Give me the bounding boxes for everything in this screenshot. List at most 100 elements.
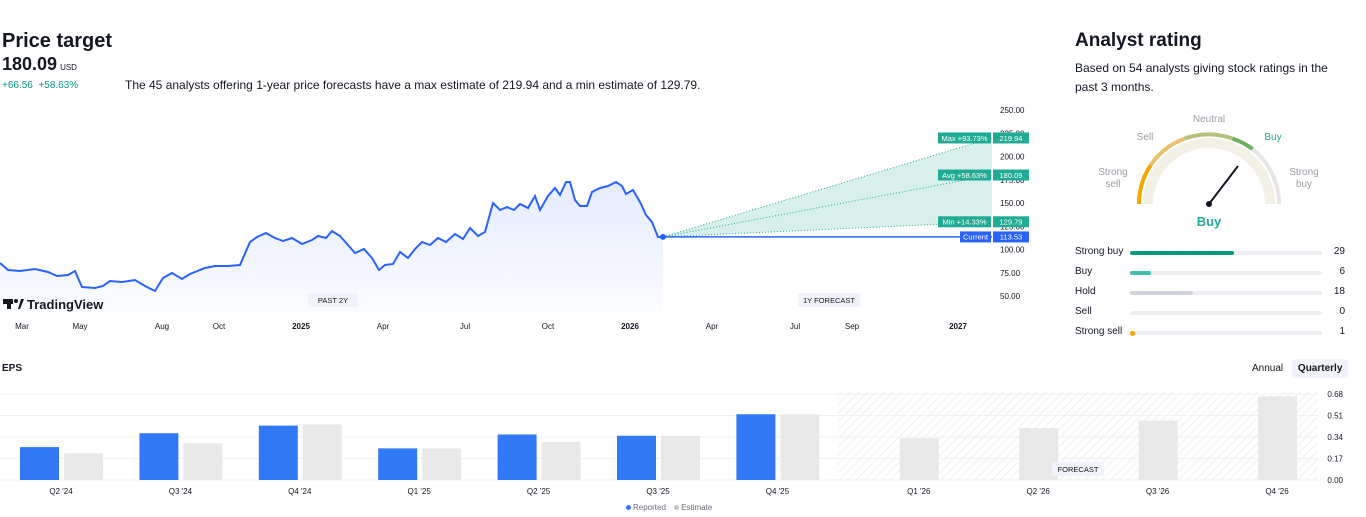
eps-chart[interactable]: Q2 '24 Q3 '24 Q4 '24 Q1 '25 Q2 '25 Q3 '25 Q4 '… bbox=[0, 385, 1366, 503]
marker-current: Current 113.53 bbox=[960, 231, 1029, 243]
eps-bar-estimate[interactable] bbox=[541, 442, 581, 480]
forecast-max-line bbox=[662, 137, 993, 238]
price-y-label: 250.00 bbox=[1000, 106, 1025, 115]
eps-bar-estimate[interactable] bbox=[899, 438, 939, 480]
past-badge-label: PAST 2Y bbox=[318, 296, 348, 305]
marker-current-label-bg bbox=[960, 231, 991, 243]
logo-mark-stem bbox=[7, 299, 11, 309]
price-x-label: Mar bbox=[15, 322, 29, 331]
rating-row-track bbox=[1130, 330, 1322, 336]
price-x-label: Apr bbox=[706, 322, 719, 331]
price-x-label: Aug bbox=[155, 322, 169, 331]
logo-mark-slash bbox=[18, 299, 24, 309]
marker-min-label-bg bbox=[938, 216, 991, 228]
eps-x-label: Q3 '26 bbox=[1146, 487, 1170, 496]
price-x-axis: Mar May Aug Oct 2025 Apr Jul Oct 2026 Apr Jul Sep 20… bbox=[15, 322, 967, 331]
price-x-label: Sep bbox=[845, 322, 860, 331]
marker-current-value-bg bbox=[993, 231, 1029, 243]
eps-forecast-badge: FORECAST bbox=[1052, 462, 1104, 476]
eps-x-label: Q3 '25 bbox=[646, 487, 670, 496]
rating-row-fill bbox=[1130, 330, 1135, 336]
price-change-pct: +58.63% bbox=[38, 80, 79, 91]
marker-min-label: Min +14.33% bbox=[943, 218, 987, 227]
eps-x-label: Q2 '25 bbox=[527, 487, 551, 496]
rating-row-count: 1 bbox=[1339, 326, 1345, 337]
price-x-label: Oct bbox=[542, 322, 555, 331]
price-y-label: 200.00 bbox=[1000, 153, 1025, 162]
eps-bars bbox=[20, 396, 1297, 480]
logo-text: TradingView bbox=[27, 297, 104, 312]
marker-avg-label: Avg +58.63% bbox=[942, 171, 987, 180]
eps-x-axis: Q2 '24 Q3 '24 Q4 '24 Q1 '25 Q2 '25 Q3 '25 Q4 '… bbox=[49, 487, 1289, 496]
eps-bar-estimate[interactable] bbox=[780, 414, 820, 480]
rating-row-count: 18 bbox=[1333, 286, 1345, 297]
eps-bar-reported[interactable] bbox=[736, 414, 776, 480]
price-forecast-chart[interactable]: 250.00225.00200.00175.00150.00125.00100.… bbox=[0, 100, 1040, 340]
price-y-label: 150.00 bbox=[1000, 199, 1025, 208]
tab-quarterly[interactable]: Quarterly bbox=[1291, 359, 1349, 378]
rating-row: Sell 0 bbox=[1075, 302, 1345, 322]
rating-row-track bbox=[1130, 311, 1322, 315]
price-x-label: 2025 bbox=[292, 322, 310, 331]
rating-row-count: 6 bbox=[1339, 266, 1345, 277]
gauge-label-strong-sell-2: sell bbox=[1105, 179, 1120, 190]
eps-legend: Reported Estimate bbox=[620, 503, 712, 512]
eps-bar-reported[interactable] bbox=[497, 434, 537, 480]
eps-bar-estimate[interactable] bbox=[302, 424, 342, 480]
rating-row-label: Strong buy bbox=[1075, 246, 1124, 257]
legend-reported-label: Reported bbox=[633, 503, 666, 512]
eps-x-label: Q2 '26 bbox=[1027, 487, 1051, 496]
logo-mark-dot bbox=[14, 299, 18, 303]
gauge-label-sell: Sell bbox=[1137, 132, 1154, 143]
rating-row-fill bbox=[1130, 291, 1194, 295]
marker-avg-value: 180.09 bbox=[1000, 171, 1023, 180]
eps-forecast-badge-bg bbox=[1052, 462, 1104, 476]
eps-bar-reported[interactable] bbox=[378, 448, 418, 480]
eps-bar-estimate[interactable] bbox=[661, 435, 700, 480]
forecast-badge-bg bbox=[798, 293, 860, 307]
marker-min: Min +14.33% 129.79 bbox=[938, 216, 1029, 228]
rating-row-label: Buy bbox=[1075, 266, 1093, 277]
rating-row-track bbox=[1130, 271, 1322, 275]
price-y-label: 50.00 bbox=[1000, 292, 1021, 301]
eps-y-label: 0.17 bbox=[1327, 455, 1343, 464]
price-history-line bbox=[0, 180, 663, 293]
gauge-arc-buy bbox=[1231, 136, 1254, 151]
marker-current-label: Current bbox=[963, 233, 989, 242]
price-x-label: Apr bbox=[377, 322, 390, 331]
price-target-change: +66.56 +58.63% bbox=[2, 80, 78, 91]
price-x-label: 2026 bbox=[621, 322, 639, 331]
eps-title: EPS bbox=[2, 363, 23, 374]
forecast-range-badge: 1Y FORECAST bbox=[798, 293, 860, 307]
marker-max-label-bg bbox=[938, 132, 991, 144]
gauge-needle-hub bbox=[1206, 201, 1212, 207]
tab-annual[interactable]: Annual bbox=[1252, 363, 1284, 374]
eps-bar-estimate[interactable] bbox=[1138, 420, 1178, 480]
marker-min-value: 129.79 bbox=[1000, 218, 1023, 227]
eps-bar-reported[interactable] bbox=[258, 425, 298, 480]
price-x-label: Oct bbox=[213, 322, 226, 331]
eps-x-label: Q1 '26 bbox=[907, 487, 931, 496]
marker-max-label: Max +93.73% bbox=[941, 134, 987, 143]
marker-max-value: 219.94 bbox=[1000, 134, 1023, 143]
price-x-label: Jul bbox=[460, 322, 470, 331]
gauge-label-strong-buy-2: buy bbox=[1296, 179, 1312, 190]
eps-x-label: Q2 '24 bbox=[49, 487, 73, 496]
price-y-label: 100.00 bbox=[1000, 246, 1025, 255]
eps-bar-reported[interactable] bbox=[139, 433, 179, 480]
eps-bar-reported[interactable] bbox=[617, 435, 656, 480]
rating-gauge: Strong sell Sell Neutral Buy Strong buy … bbox=[1098, 114, 1318, 229]
eps-bar-estimate[interactable] bbox=[422, 448, 462, 480]
eps-bar-estimate[interactable] bbox=[1019, 428, 1059, 480]
price-target-description: The 45 analysts offering 1-year price fo… bbox=[125, 78, 701, 92]
eps-bar-estimate[interactable] bbox=[1258, 396, 1297, 480]
eps-bar-reported[interactable] bbox=[20, 447, 59, 480]
eps-bar-estimate[interactable] bbox=[183, 443, 223, 480]
tradingview-logo[interactable]: TradingView bbox=[3, 297, 104, 312]
eps-bar-estimate[interactable] bbox=[64, 453, 103, 480]
marker-current-value: 113.53 bbox=[1000, 233, 1022, 242]
price-history-area bbox=[0, 182, 663, 312]
rating-row-count: 29 bbox=[1333, 246, 1345, 257]
gauge-arc-strong-sell bbox=[1136, 164, 1153, 205]
marker-avg: Avg +58.63% 180.09 bbox=[938, 169, 1029, 181]
